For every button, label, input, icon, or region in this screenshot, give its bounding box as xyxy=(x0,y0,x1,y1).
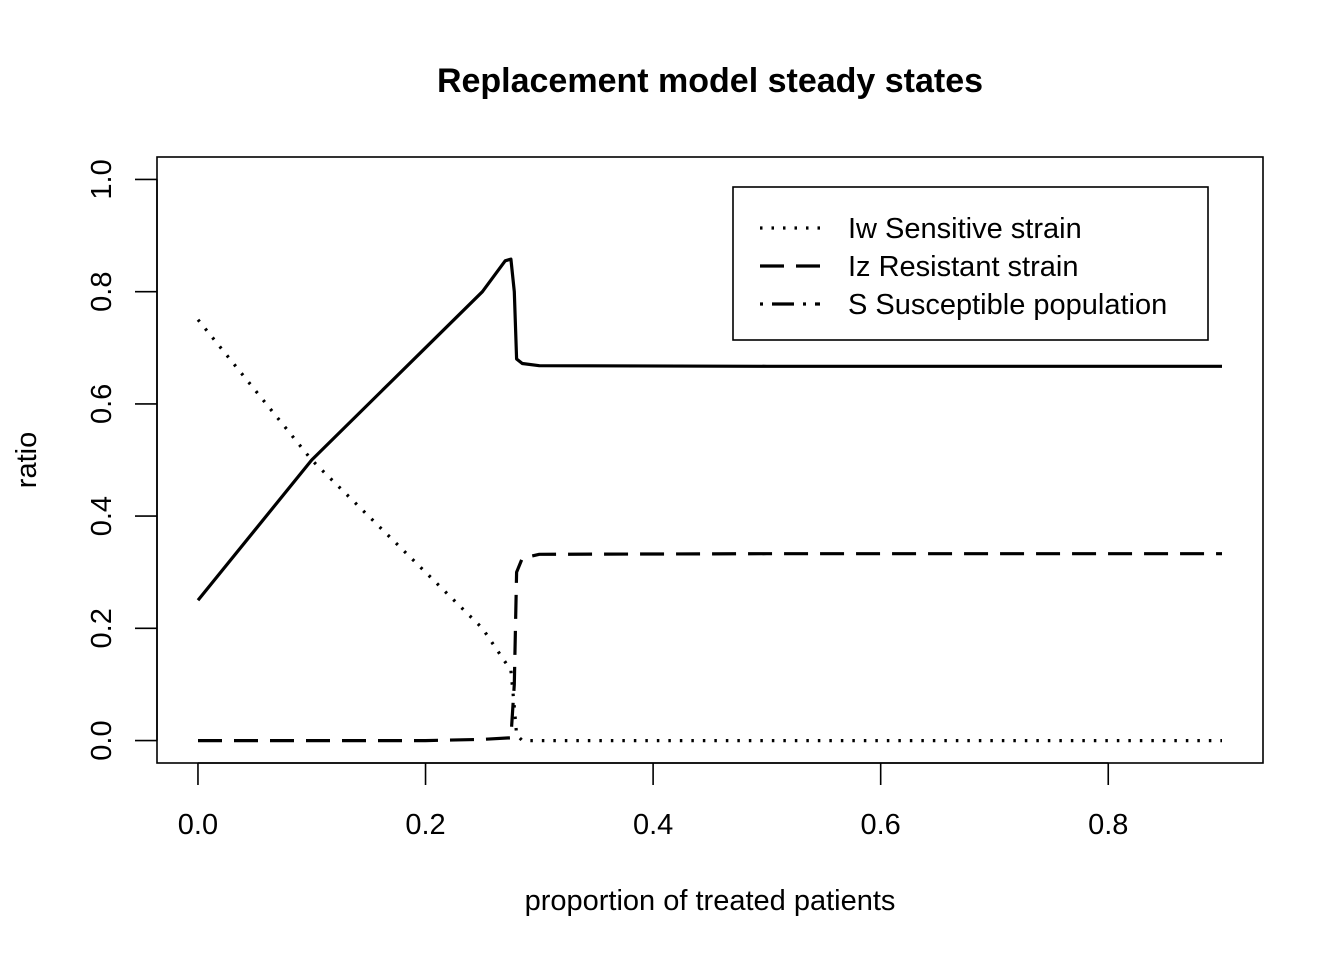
series-line-2 xyxy=(198,552,1222,743)
x-tick-label: 0.2 xyxy=(405,809,445,841)
legend-label: Iw Sensitive strain xyxy=(848,213,1082,245)
x-tick-label: 0.4 xyxy=(633,809,673,841)
x-tick-label: 0.8 xyxy=(1088,809,1128,841)
x-tick-label: 0.6 xyxy=(861,809,901,841)
y-axis: 0.0 0.2 0.4 0.6 0.8 1.0 xyxy=(86,159,158,761)
x-tick-label: 0.0 xyxy=(178,809,218,841)
series-layer xyxy=(196,257,1222,743)
legend-box xyxy=(732,186,1209,341)
chart-title: Replacement model steady states xyxy=(437,62,983,100)
y-tick-label: 0.8 xyxy=(86,272,118,312)
y-axis-label: ratio xyxy=(11,432,43,488)
y-tick-label: 0.4 xyxy=(86,496,118,536)
series-line-3 xyxy=(196,257,1222,602)
y-tick-label: 1.0 xyxy=(86,159,118,199)
legend-label: Iz Resistant strain xyxy=(848,251,1078,283)
y-tick-label: 0.0 xyxy=(86,720,118,760)
y-tick-label: 0.6 xyxy=(86,384,118,424)
legend: Iw Sensitive strain Iz Resistant strain S … xyxy=(732,186,1209,341)
y-tick-label: 0.2 xyxy=(86,608,118,648)
legend-label: S Susceptible population xyxy=(848,289,1167,321)
x-axis: 0.0 0.2 0.4 0.6 0.8 xyxy=(178,762,1128,841)
series-line-1 xyxy=(196,318,1222,743)
x-axis-label: proportion of treated patients xyxy=(525,885,896,917)
